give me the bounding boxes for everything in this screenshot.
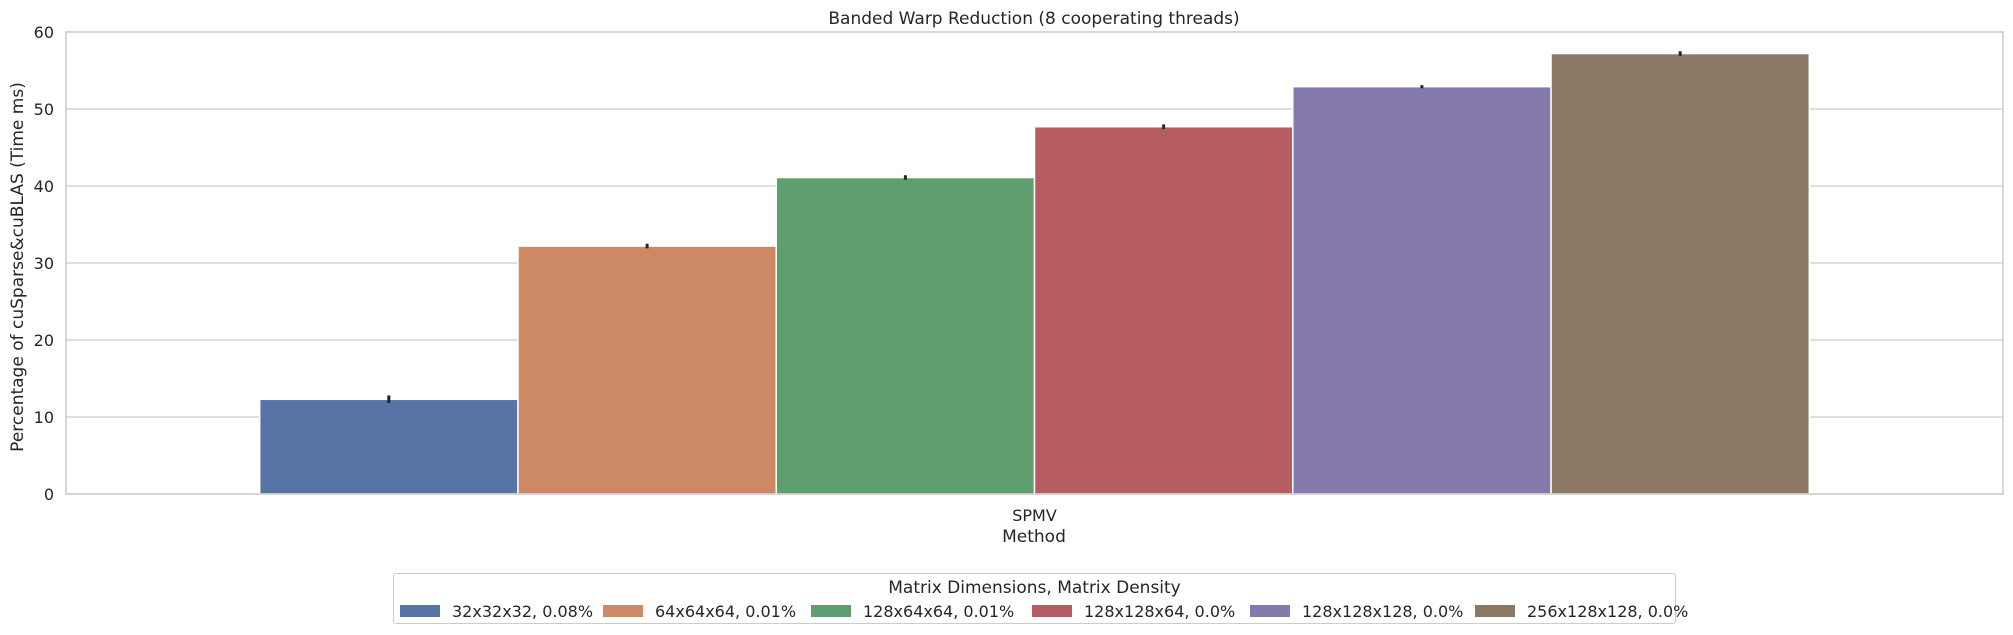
y-tick-label: 40 <box>34 177 54 196</box>
legend-item: 64x64x64, 0.01% <box>603 601 797 621</box>
bar <box>775 176 1036 495</box>
legend-swatch <box>1250 605 1290 617</box>
legend: Matrix Dimensions, Matrix Density 32x32x… <box>393 573 1688 624</box>
y-axis-label: Percentage of cuSparse&cuBLAS (Time ms) <box>8 82 28 452</box>
legend-swatch <box>400 605 440 617</box>
error-bars <box>387 51 1682 404</box>
y-tick-label: 10 <box>34 408 54 427</box>
legend-swatch <box>1032 605 1072 617</box>
x-axis-label: Method <box>1002 527 1066 547</box>
legend-title: Matrix Dimensions, Matrix Density <box>888 578 1181 598</box>
legend-label: 128x64x64, 0.01% <box>863 601 1015 621</box>
y-tick-label: 60 <box>34 23 54 42</box>
legend-label: 128x128x64, 0.0% <box>1084 601 1236 621</box>
y-ticks: 0 10 20 30 40 50 60 <box>34 23 54 504</box>
x-ticks: SPMV <box>1012 506 1057 525</box>
legend-label: 64x64x64, 0.01% <box>655 601 797 621</box>
legend-item: 128x128x128, 0.0% <box>1250 601 1464 621</box>
legend-item: 128x128x64, 0.0% <box>1032 601 1236 621</box>
legend-swatch <box>1475 605 1515 617</box>
bars <box>258 52 1811 495</box>
bar <box>258 398 519 495</box>
legend-label: 128x128x128, 0.0% <box>1302 601 1464 621</box>
x-tick-label: SPMV <box>1012 506 1057 525</box>
y-tick-label: 30 <box>34 254 54 273</box>
y-tick-label: 20 <box>34 331 54 350</box>
y-tick-label: 0 <box>44 485 54 504</box>
legend-label: 32x32x32, 0.08% <box>452 601 594 621</box>
legend-label: 256x128x128, 0.0% <box>1527 601 1689 621</box>
legend-item: 32x32x32, 0.08% <box>400 601 594 621</box>
plot-frame <box>65 31 2004 495</box>
y-tick-label: 50 <box>34 100 54 119</box>
bar <box>1550 52 1811 495</box>
chart-title: Banded Warp Reduction (8 cooperating thr… <box>828 9 1239 29</box>
legend-item: 256x128x128, 0.0% <box>1475 601 1689 621</box>
legend-swatch <box>811 605 851 617</box>
bar <box>1033 125 1294 495</box>
bar <box>1292 85 1552 495</box>
legend-item: 128x64x64, 0.01% <box>811 601 1015 621</box>
legend-swatch <box>603 605 643 617</box>
bar <box>517 245 777 495</box>
legend-items: 32x32x32, 0.08% 64x64x64, 0.01% 128x64x64,… <box>394 601 1688 621</box>
